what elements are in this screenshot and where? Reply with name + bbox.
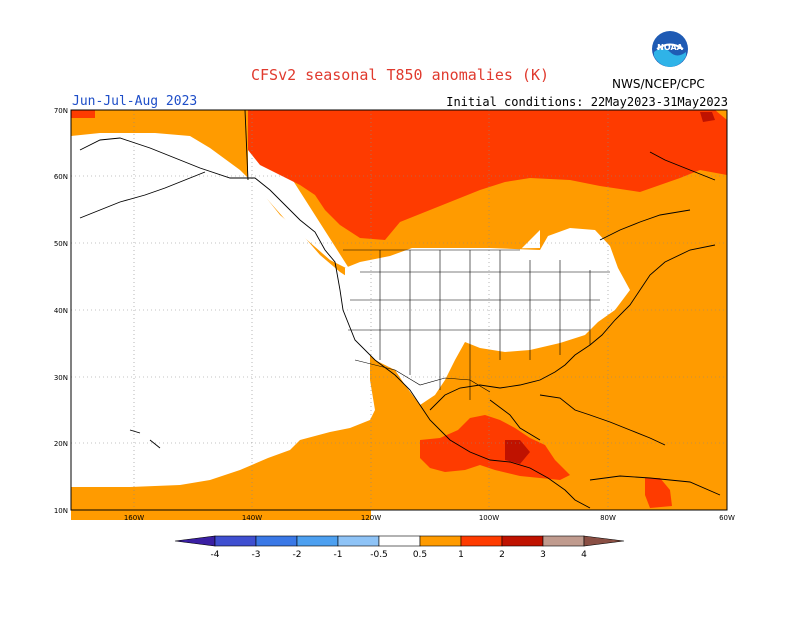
colorbar-cell (542, 535, 585, 547)
colorbar-label: -2 (293, 550, 302, 560)
colorbar (174, 535, 625, 547)
lat-label: 70N (54, 107, 68, 115)
lat-label: 20N (54, 440, 68, 448)
colorbar-cell (501, 535, 544, 547)
colorbar-label: -1 (334, 550, 343, 560)
anomaly-1-2-region (71, 110, 727, 508)
colorbar-cell (419, 535, 462, 547)
political-boundaries (343, 249, 610, 400)
lat-label: 10N (54, 507, 68, 515)
lon-label: 80W (600, 514, 616, 522)
lon-label: 140W (242, 514, 262, 522)
lat-label: 60N (54, 173, 68, 181)
colorbar-label: -3 (252, 550, 261, 560)
colorbar-label: 4 (581, 550, 587, 560)
colorbar-label: 2 (499, 550, 505, 560)
colorbar-label: 1 (458, 550, 464, 560)
lon-label: 60W (719, 514, 735, 522)
colorbar-label: -4 (211, 550, 220, 560)
colorbar-cell (214, 535, 257, 547)
map-frame (70, 109, 728, 511)
colorbar-cell (255, 535, 298, 547)
lat-label: 30N (54, 374, 68, 382)
logo-text: NOAA (657, 43, 683, 52)
initial-conditions: Initial conditions: 22May2023-31May2023 (446, 95, 728, 109)
lon-label: 160W (124, 514, 144, 522)
coastlines (79, 109, 721, 509)
colorbar-cell (296, 535, 339, 547)
lat-label: 50N (54, 240, 68, 248)
organization-label: NWS/NCEP/CPC (612, 77, 705, 91)
anomaly-2-3-region (505, 112, 715, 464)
lon-label: 120W (361, 514, 381, 522)
colorbar-label: 3 (540, 550, 546, 560)
colorbar-cell (378, 535, 421, 547)
noaa-logo-icon: NOAA (652, 31, 688, 67)
lat-label: 40N (54, 307, 68, 315)
colorbar-cell (337, 535, 380, 547)
colorbar-label: 0.5 (413, 550, 427, 560)
colorbar-label: -0.5 (370, 550, 388, 560)
forecast-period: Jun-Jul-Aug 2023 (72, 94, 198, 109)
lon-label: 100W (479, 514, 499, 522)
colorbar-cell (583, 535, 625, 547)
map-title: CFSv2 seasonal T850 anomalies (K) (250, 66, 549, 84)
grid-lines (71, 110, 727, 510)
colorbar-cell (174, 535, 216, 547)
colorbar-cell (460, 535, 503, 547)
